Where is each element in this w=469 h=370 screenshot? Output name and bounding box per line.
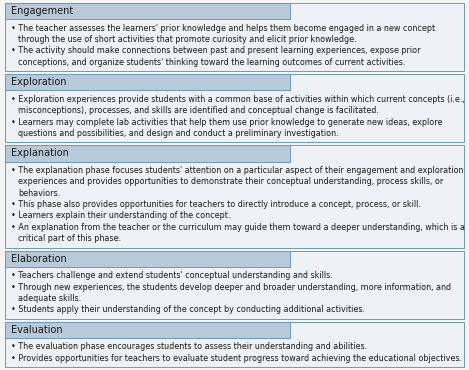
Text: • The evaluation phase encourages students to assess their understanding and abi: • The evaluation phase encourages studen… — [11, 342, 367, 351]
Text: through the use of short activities that promote curiosity and elicit prior know: through the use of short activities that… — [18, 35, 356, 44]
FancyBboxPatch shape — [5, 74, 289, 90]
FancyBboxPatch shape — [5, 145, 289, 162]
Text: • The activity should make connections between past and present learning experie: • The activity should make connections b… — [11, 46, 421, 56]
Text: • Provides opportunities for teachers to evaluate student progress toward achiev: • Provides opportunities for teachers to… — [11, 354, 462, 363]
FancyBboxPatch shape — [5, 3, 289, 19]
Text: Exploration: Exploration — [11, 77, 67, 87]
Text: Elaboration: Elaboration — [11, 254, 67, 264]
FancyBboxPatch shape — [5, 3, 464, 71]
Text: Evaluation: Evaluation — [11, 325, 63, 335]
Text: conceptions, and organize students' thinking toward the learning outcomes of cur: conceptions, and organize students' thin… — [18, 58, 405, 67]
Text: • An explanation from the teacher or the curriculum may guide them toward a deep: • An explanation from the teacher or the… — [11, 223, 465, 232]
Text: misconceptions), processes, and skills are identified and conceptual change is f: misconceptions), processes, and skills a… — [18, 106, 379, 115]
Text: • Students apply their understanding of the concept by conducting additional act: • Students apply their understanding of … — [11, 305, 365, 314]
FancyBboxPatch shape — [5, 74, 464, 142]
FancyBboxPatch shape — [5, 145, 464, 248]
Text: • Through new experiences, the students develop deeper and broader understanding: • Through new experiences, the students … — [11, 283, 451, 292]
Text: • This phase also provides opportunities for teachers to directly introduce a co: • This phase also provides opportunities… — [11, 200, 421, 209]
Text: • The explanation phase focuses students' attention on a particular aspect of th: • The explanation phase focuses students… — [11, 166, 463, 175]
Text: questions and possibilities, and design and conduct a preliminary investigation.: questions and possibilities, and design … — [18, 129, 339, 138]
FancyBboxPatch shape — [5, 250, 464, 319]
Text: • Learners may complete lab activities that help them use prior knowledge to gen: • Learners may complete lab activities t… — [11, 118, 442, 127]
Text: Explanation: Explanation — [11, 148, 69, 158]
Text: • Learners explain their understanding of the concept.: • Learners explain their understanding o… — [11, 212, 230, 221]
Text: • The teacher assesses the learners' prior knowledge and helps them become engag: • The teacher assesses the learners' pri… — [11, 24, 435, 33]
FancyBboxPatch shape — [5, 322, 289, 338]
Text: Engagement: Engagement — [11, 6, 73, 16]
Text: adequate skills.: adequate skills. — [18, 294, 81, 303]
Text: experiences and provides opportunities to demonstrate their conceptual understan: experiences and provides opportunities t… — [18, 177, 443, 186]
FancyBboxPatch shape — [5, 250, 289, 267]
FancyBboxPatch shape — [5, 322, 464, 367]
Text: • Teachers challenge and extend students' conceptual understanding and skills.: • Teachers challenge and extend students… — [11, 271, 333, 280]
Text: behaviors.: behaviors. — [18, 189, 60, 198]
Text: critical part of this phase.: critical part of this phase. — [18, 234, 121, 243]
Text: • Exploration experiences provide students with a common base of activities with: • Exploration experiences provide studen… — [11, 95, 465, 104]
